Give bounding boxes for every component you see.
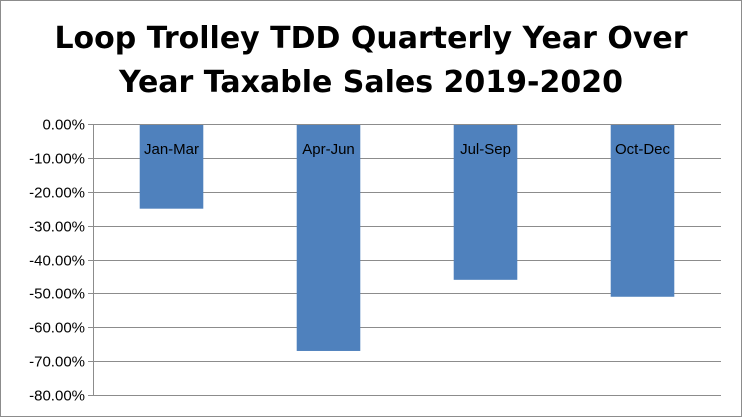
x-category-label: Jul-Sep bbox=[460, 141, 511, 158]
y-tick-label: -10.00% bbox=[29, 151, 85, 168]
chart-title: Loop Trolley TDD Quarterly Year Over Yea… bbox=[1, 17, 741, 105]
bar bbox=[139, 124, 204, 209]
bar bbox=[296, 124, 361, 351]
bar bbox=[453, 124, 518, 280]
y-tick-label: -20.00% bbox=[29, 185, 85, 202]
chart-title-line-1: Loop Trolley TDD Quarterly Year Over bbox=[54, 21, 688, 56]
y-tick-label: -40.00% bbox=[29, 253, 85, 270]
y-tick-label: 0.00% bbox=[42, 117, 85, 134]
bar bbox=[610, 124, 675, 297]
x-category-label: Oct-Dec bbox=[615, 141, 671, 158]
x-category-label: Apr-Jun bbox=[302, 141, 355, 158]
y-tick-label: -80.00% bbox=[29, 388, 85, 405]
x-category-label: Jan-Mar bbox=[144, 141, 199, 158]
y-tick-label: -60.00% bbox=[29, 320, 85, 337]
y-tick-label: -70.00% bbox=[29, 354, 85, 371]
y-tick-label: -50.00% bbox=[29, 286, 85, 303]
y-tick-label: -30.00% bbox=[29, 219, 85, 236]
chart-title-line-2: Year Taxable Sales 2019-2020 bbox=[118, 65, 623, 100]
